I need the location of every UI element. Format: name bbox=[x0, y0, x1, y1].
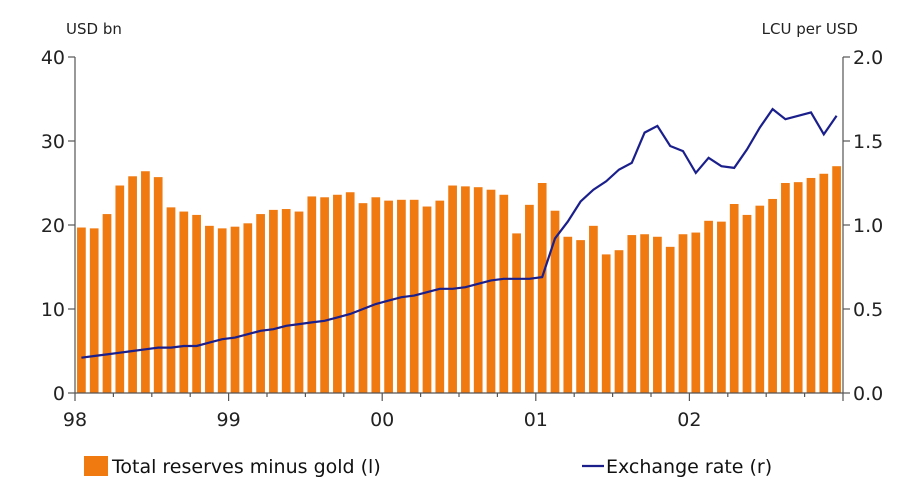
bar bbox=[153, 177, 163, 393]
bar bbox=[384, 200, 393, 393]
legend-exchange-rate-label: Exchange rate (r) bbox=[606, 456, 772, 478]
bar bbox=[128, 176, 137, 393]
right-tick-label: 1.5 bbox=[853, 131, 883, 153]
bar bbox=[486, 189, 496, 393]
bar bbox=[499, 194, 509, 393]
x-tick-label: 02 bbox=[677, 409, 701, 431]
bar bbox=[576, 240, 585, 393]
bar bbox=[345, 192, 355, 393]
bar bbox=[717, 221, 726, 393]
axes: 0 10 20 30 40 0.0 0.5 1.0 1.5 2.0 98 99 00 01 02 bbox=[41, 47, 883, 431]
bar bbox=[435, 200, 445, 393]
bar bbox=[589, 225, 598, 393]
bar bbox=[141, 171, 150, 393]
bar bbox=[269, 209, 278, 393]
bar bbox=[627, 235, 637, 393]
bar bbox=[230, 226, 240, 393]
bar bbox=[281, 209, 291, 393]
x-tick-label: 00 bbox=[370, 409, 394, 431]
bar bbox=[768, 198, 777, 393]
right-tick-label: 0.5 bbox=[853, 299, 883, 321]
exchange-rate-line bbox=[81, 107, 838, 359]
bar bbox=[678, 234, 688, 393]
bar bbox=[640, 234, 649, 393]
bar bbox=[729, 204, 739, 393]
bar bbox=[473, 187, 483, 393]
legend-reserves-label: Total reserves minus gold (l) bbox=[111, 456, 381, 478]
bar bbox=[89, 228, 99, 393]
right-tick-label: 1.0 bbox=[853, 215, 883, 237]
bar bbox=[461, 186, 470, 393]
right-tick-label: 0.0 bbox=[853, 383, 883, 405]
right-tick-label: 2.0 bbox=[853, 47, 883, 69]
bar bbox=[256, 214, 265, 393]
bar bbox=[742, 214, 752, 393]
left-tick-label: 10 bbox=[41, 299, 65, 321]
bar bbox=[166, 207, 176, 393]
legend-reserves-swatch bbox=[84, 456, 108, 476]
bar bbox=[665, 246, 675, 393]
reserves-bars bbox=[77, 166, 841, 393]
x-tick-label: 01 bbox=[524, 409, 548, 431]
bar bbox=[333, 194, 342, 393]
bar bbox=[550, 210, 560, 393]
bar bbox=[179, 211, 189, 393]
bar bbox=[512, 233, 521, 393]
bar bbox=[755, 205, 765, 393]
left-tick-label: 30 bbox=[41, 131, 65, 153]
bar bbox=[192, 214, 201, 393]
bar bbox=[806, 177, 816, 393]
bar bbox=[320, 197, 329, 393]
bar bbox=[781, 183, 790, 393]
bar bbox=[691, 232, 701, 393]
bar bbox=[77, 227, 86, 393]
right-axis-unit-label: LCU per USD bbox=[762, 20, 858, 38]
bar bbox=[102, 214, 112, 393]
left-tick-label: 40 bbox=[41, 47, 65, 69]
bar bbox=[307, 196, 317, 393]
x-tick-label: 99 bbox=[217, 409, 241, 431]
bar bbox=[205, 225, 214, 393]
bar bbox=[358, 203, 368, 393]
bar bbox=[243, 223, 253, 393]
bar bbox=[653, 236, 662, 393]
bar bbox=[793, 182, 803, 393]
bar bbox=[601, 254, 611, 393]
left-tick-label: 0 bbox=[53, 383, 65, 405]
left-axis-unit-label: USD bn bbox=[66, 20, 122, 38]
bar bbox=[704, 220, 713, 393]
legend: Total reserves minus gold (l) Exchange r… bbox=[84, 456, 772, 478]
bar bbox=[525, 204, 534, 393]
bar bbox=[115, 185, 125, 393]
bar bbox=[614, 250, 624, 393]
bar bbox=[371, 197, 381, 393]
bar bbox=[563, 236, 573, 393]
bar bbox=[832, 166, 841, 393]
bar bbox=[217, 228, 227, 393]
bar bbox=[294, 211, 304, 393]
bar bbox=[819, 173, 829, 393]
bar bbox=[422, 206, 432, 393]
bar bbox=[537, 183, 547, 393]
left-tick-label: 20 bbox=[41, 215, 65, 237]
x-tick-label: 98 bbox=[63, 409, 87, 431]
